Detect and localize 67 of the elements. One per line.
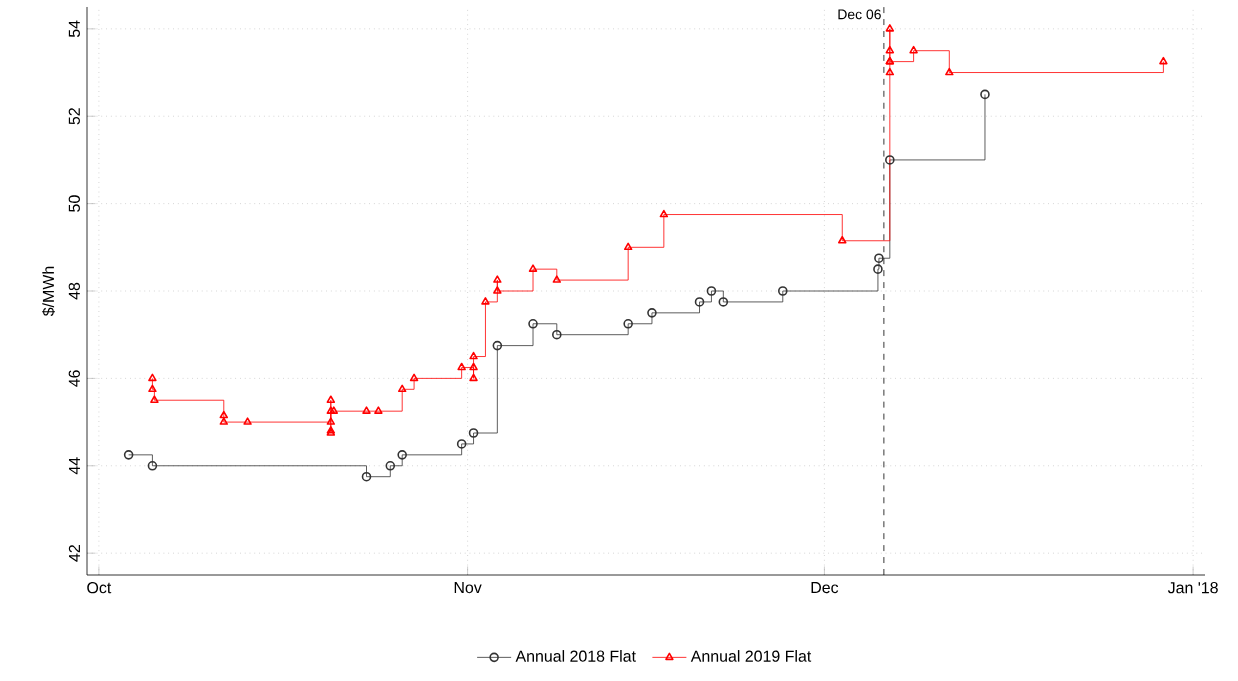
y-tick-label: 54	[68, 20, 80, 38]
point	[1159, 56, 1168, 65]
point	[493, 286, 502, 294]
x-tick-label: Dec	[811, 582, 839, 594]
point	[885, 155, 895, 165]
point	[326, 395, 336, 404]
point	[457, 362, 466, 371]
point	[385, 460, 396, 471]
point	[945, 67, 954, 76]
point	[397, 384, 407, 393]
point	[909, 45, 918, 54]
point	[326, 406, 336, 414]
point	[481, 297, 490, 305]
y-tick-label: 50	[68, 195, 80, 212]
point	[362, 406, 371, 414]
point	[528, 318, 538, 329]
point	[552, 275, 562, 283]
point	[838, 235, 847, 244]
point	[469, 362, 478, 371]
point	[885, 45, 895, 54]
point	[374, 406, 383, 414]
point	[706, 286, 717, 296]
point	[147, 460, 158, 471]
point	[409, 373, 419, 382]
point	[623, 242, 633, 251]
point	[885, 67, 895, 76]
point	[148, 373, 157, 382]
point	[456, 439, 467, 449]
ref-line-label: Dec 06	[838, 9, 881, 20]
x-tick-label: Nov	[454, 582, 482, 594]
point	[718, 297, 729, 307]
point	[647, 308, 657, 318]
point	[623, 318, 633, 329]
y-tick-label: 44	[68, 457, 80, 475]
point	[469, 351, 478, 360]
point	[659, 209, 669, 218]
point	[493, 275, 502, 283]
point	[694, 297, 705, 307]
point	[219, 417, 229, 425]
point	[492, 340, 503, 351]
legend-label: Annual 2019 Flat	[690, 650, 812, 662]
point	[874, 253, 884, 264]
y-tick-label: 48	[68, 282, 80, 300]
point	[468, 428, 479, 438]
point	[980, 89, 990, 100]
legend-label: Annual 2018 Flat	[515, 650, 636, 662]
point	[552, 329, 562, 340]
point	[329, 406, 339, 414]
y-axis-title: $/MWh	[42, 266, 55, 317]
point	[885, 24, 895, 32]
point	[219, 410, 229, 419]
point	[148, 384, 157, 393]
point	[873, 264, 883, 274]
point	[469, 373, 478, 382]
y-tick-label: 46	[68, 370, 80, 387]
y-tick-label: 42	[68, 545, 80, 562]
point	[326, 417, 336, 425]
point	[243, 417, 252, 425]
x-tick-label: Jan '18	[1167, 582, 1218, 594]
point	[778, 286, 788, 296]
y-tick-label: 52	[68, 108, 80, 125]
point	[397, 450, 407, 460]
point	[528, 264, 538, 272]
point	[361, 471, 372, 482]
point	[150, 395, 159, 404]
x-tick-label: Oct	[87, 582, 112, 594]
point	[123, 450, 134, 460]
